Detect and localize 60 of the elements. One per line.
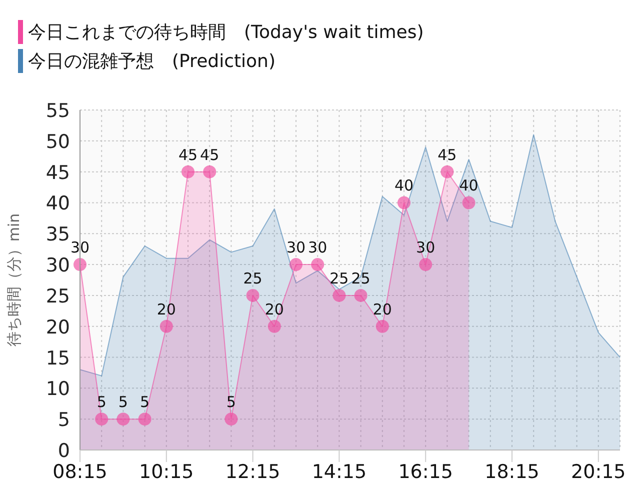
data-label: 40 — [394, 176, 414, 195]
point — [376, 320, 389, 333]
data-label: 30 — [416, 238, 436, 257]
y-tick-label: 10 — [46, 378, 70, 400]
data-label: 45 — [438, 146, 457, 164]
point — [398, 196, 410, 210]
y-tick-label: 0 — [58, 440, 70, 462]
point — [182, 165, 194, 178]
point — [246, 288, 260, 302]
y-tick-label: 50 — [46, 130, 70, 153]
data-label: 25 — [351, 269, 370, 288]
y-tick-label: 55 — [46, 100, 70, 122]
legend-label: 今日これまでの待ち時間 (Today's wait times) — [28, 22, 424, 43]
x-tick-label: 20:15 — [571, 461, 626, 483]
y-axis-title: 待ち時間（分）min — [5, 213, 23, 347]
point — [160, 320, 173, 333]
y-tick-label: 40 — [46, 192, 70, 215]
point — [311, 258, 324, 272]
data-label: 45 — [200, 146, 220, 164]
data-label: 20 — [372, 300, 392, 318]
data-label: 5 — [96, 393, 106, 412]
point — [74, 258, 86, 272]
y-tick-label: 20 — [46, 316, 70, 338]
data-label: 45 — [178, 146, 198, 164]
y-tick-label: 5 — [58, 409, 70, 432]
y-tick-label: 25 — [46, 285, 70, 308]
point — [332, 288, 346, 302]
x-tick-label: 12:15 — [225, 461, 280, 483]
data-label: 5 — [118, 393, 128, 412]
x-tick-label: 16:15 — [398, 461, 453, 483]
point — [268, 320, 281, 333]
data-label: 5 — [226, 393, 236, 412]
point — [224, 412, 238, 426]
y-tick-label: 35 — [46, 224, 70, 246]
y-tick-label: 30 — [46, 254, 70, 277]
y-tick-label: 15 — [46, 347, 70, 370]
data-label: 25 — [330, 269, 349, 288]
y-tick-label: 45 — [46, 162, 70, 184]
point — [354, 288, 368, 302]
data-label: 5 — [140, 393, 150, 412]
point — [138, 412, 152, 426]
data-label: 30 — [70, 238, 90, 257]
data-label: 30 — [286, 238, 306, 257]
data-label: 30 — [308, 238, 328, 257]
data-label: 20 — [264, 300, 284, 318]
x-tick-label: 08:15 — [52, 461, 108, 483]
point — [462, 196, 476, 210]
x-tick-label: 18:15 — [484, 461, 540, 483]
data-label: 20 — [156, 300, 176, 318]
legend-label: 今日の混雑予想 (Prediction) — [28, 51, 276, 72]
data-label: 25 — [243, 269, 262, 288]
data-label: 40 — [459, 176, 478, 195]
x-tick-label: 14:15 — [312, 461, 367, 483]
point — [116, 412, 130, 426]
point — [290, 258, 302, 272]
point — [95, 412, 108, 426]
point — [419, 258, 432, 272]
point — [440, 165, 454, 178]
point — [203, 165, 216, 178]
x-tick-label: 10:15 — [139, 461, 194, 483]
